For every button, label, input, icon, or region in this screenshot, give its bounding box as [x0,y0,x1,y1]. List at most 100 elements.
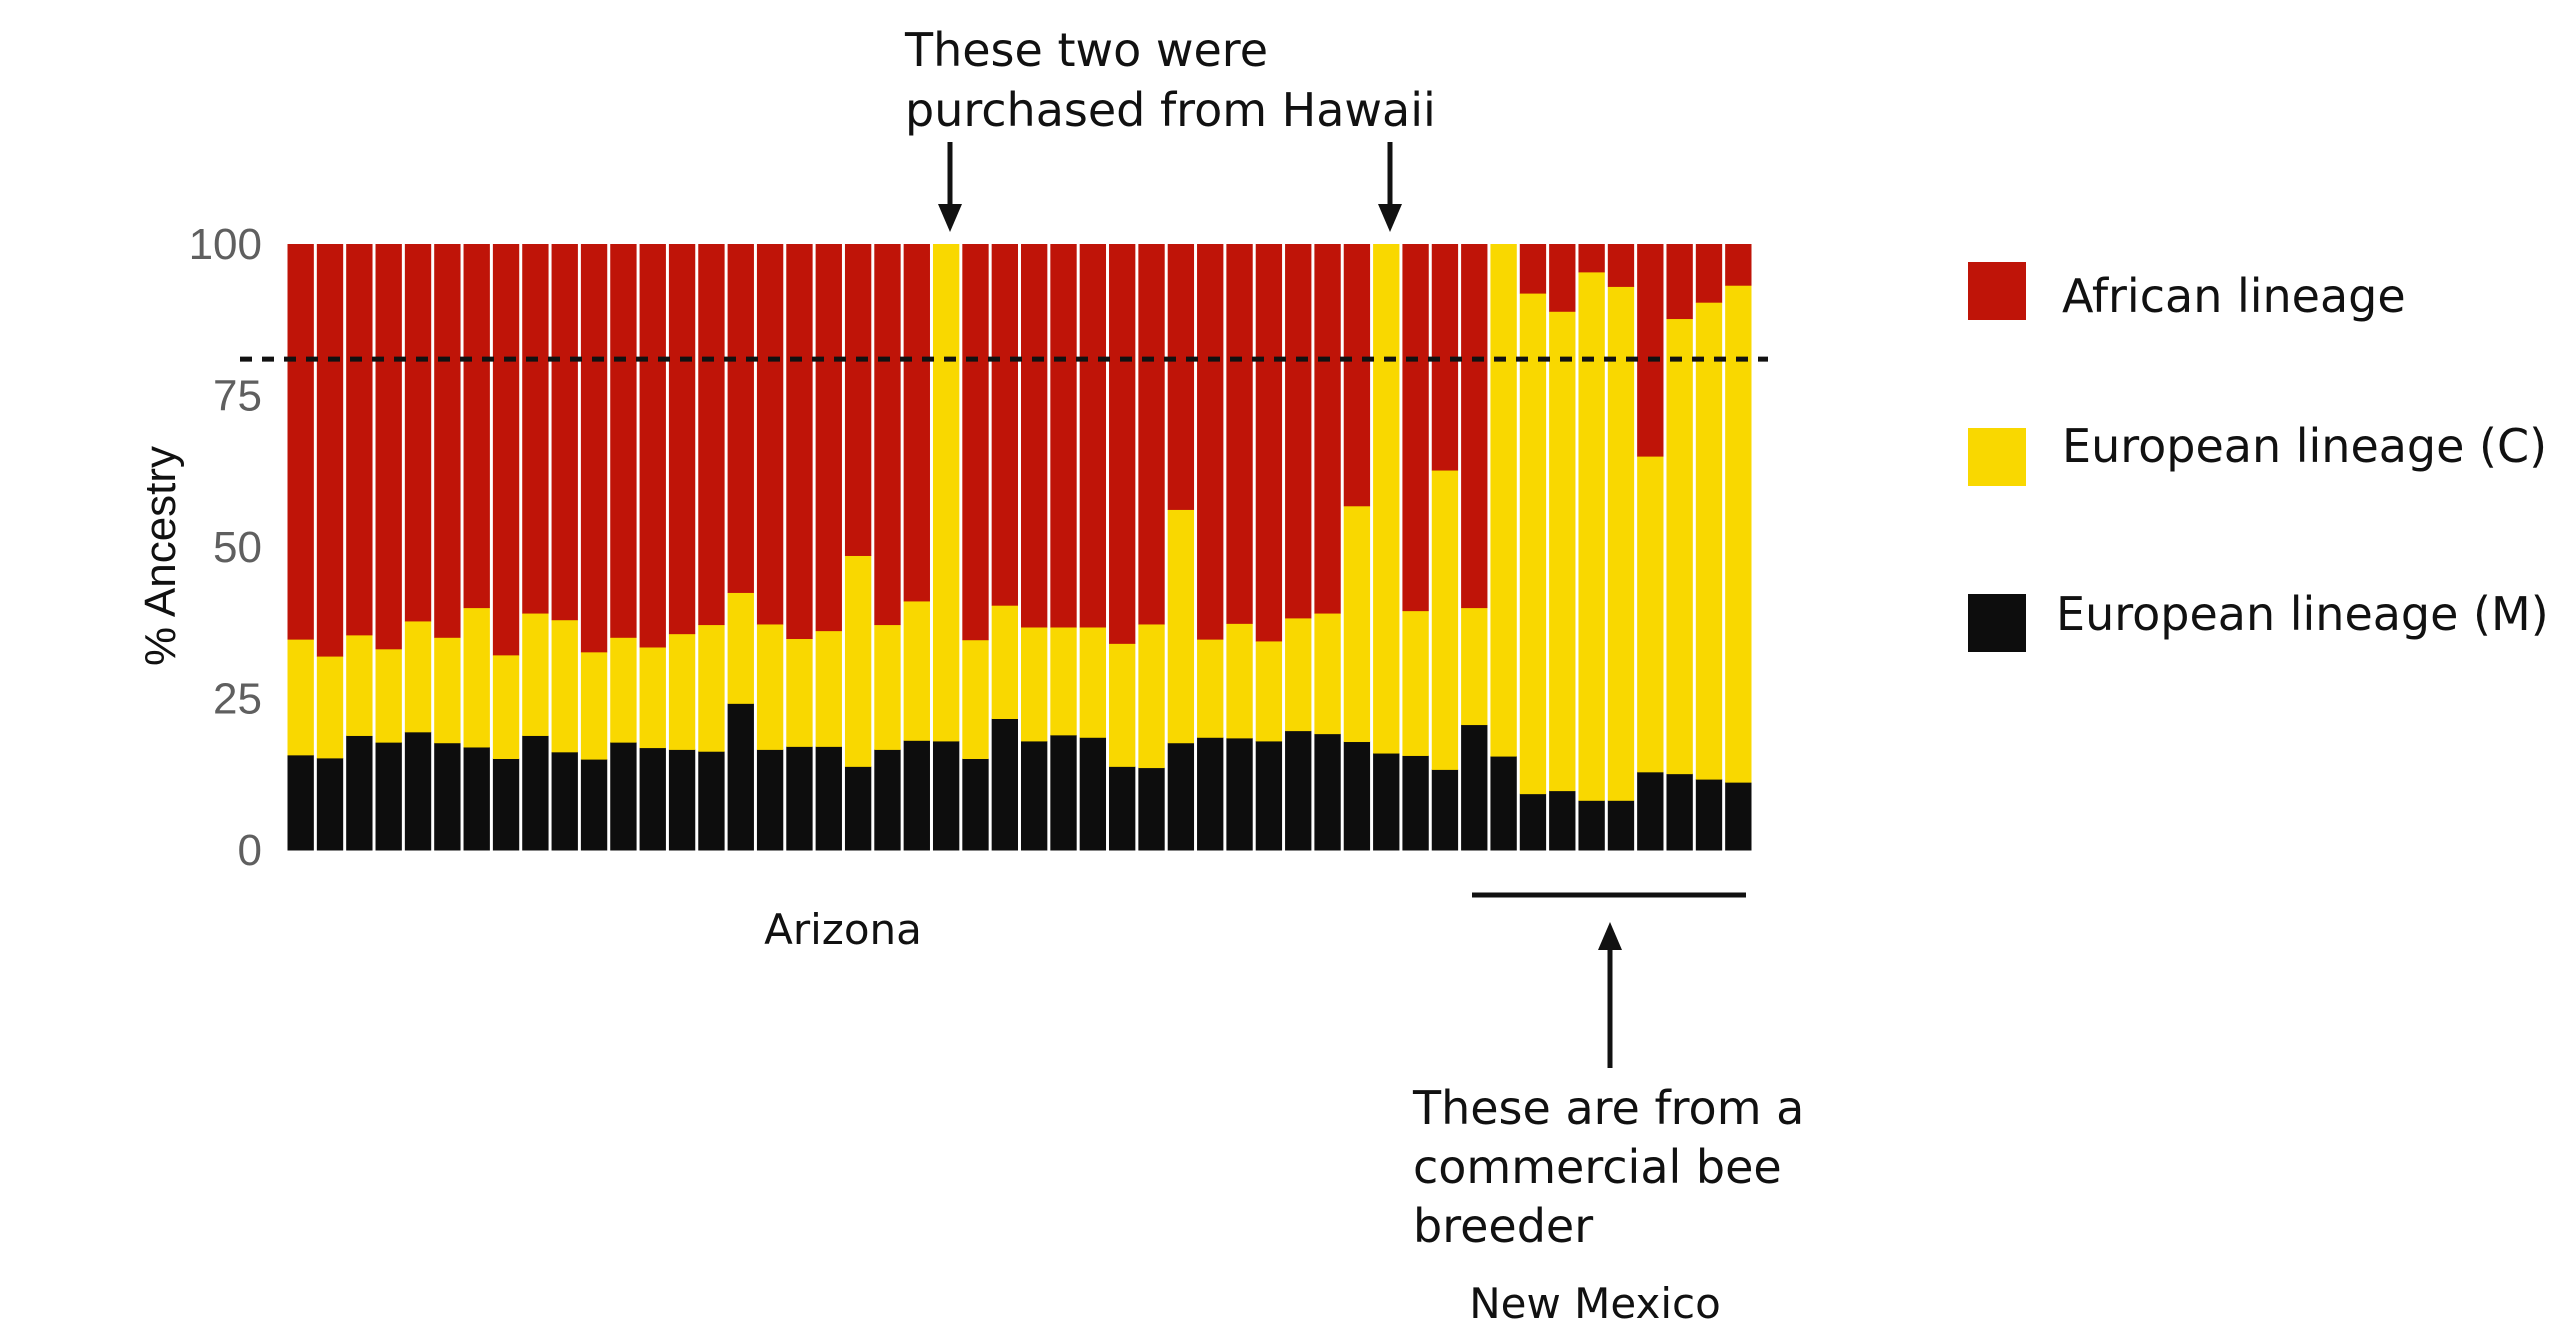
y-tick-label-100: 100 [189,220,262,269]
bar-3-european-m [346,735,373,851]
bar-11-african [580,244,608,653]
bar-22-european-m [903,740,930,851]
bar-6-european-c [434,637,461,744]
bar-16-european-c [727,592,754,704]
legend-swatch-european-m [1968,594,2026,652]
bar-2-african [316,244,344,657]
bar-29-african [1109,244,1136,644]
bar-17-african [756,244,784,625]
breeder-arrow [1598,922,1622,1068]
bar-33-african [1226,244,1253,624]
bar-33-european-c [1226,623,1253,739]
bar-27-european-m [1050,734,1077,851]
bar-5-european-m [404,731,432,851]
legend-swatch-african [1968,262,2026,320]
bar-50-european-m [1725,782,1752,851]
bar-36-european-c [1314,613,1341,735]
bar-18-african [786,244,813,640]
bar-43-african [1519,244,1547,294]
bar-41-european-c [1461,607,1488,726]
bar-21-european-m [874,749,901,851]
bar-24-african [962,244,989,641]
bar-6-european-m [434,742,461,851]
bar-44-european-c [1549,311,1576,792]
bar-10-european-c [551,619,578,753]
bar-43-european-c [1519,293,1547,795]
bar-22-african [903,244,930,602]
bar-21-european-c [874,624,901,750]
bar-8-european-c [492,654,520,759]
bar-8-european-m [492,758,520,851]
bar-32-european-m [1197,737,1224,851]
y-tick-label-50: 50 [213,523,262,572]
bar-35-african [1285,244,1312,619]
legend-label-european-m: European lineage (M) [2056,587,2549,641]
bar-26-european-m [1021,740,1048,851]
bar-26-african [1021,244,1048,628]
bar-30-european-m [1138,767,1165,851]
bar-9-european-c [522,613,549,736]
bar-44-african [1549,244,1576,312]
bar-16-european-m [727,703,754,851]
bar-14-european-m [668,749,696,851]
bar-12-european-m [610,742,637,851]
bar-19-european-c [815,630,842,747]
bar-11-european-m [580,759,608,851]
bar-39-european-m [1402,755,1429,851]
bar-46-european-m [1607,800,1635,851]
bar-7-european-c [463,607,490,748]
bar-34-african [1255,244,1283,642]
bar-24-european-c [962,639,989,759]
bar-39-african [1402,244,1429,612]
bar-14-african [668,244,696,635]
bar-1-african [287,244,314,640]
bar-44-european-m [1549,790,1576,851]
bar-2-european-m [316,757,344,851]
bar-3-african [346,244,373,636]
bar-48-european-m [1666,773,1693,851]
bar-15-african [698,244,725,626]
bar-34-european-m [1255,740,1283,851]
y-axis-ticks: 0 25 50 75 100 [189,220,262,875]
bar-50-african [1725,244,1752,286]
bar-19-african [815,244,842,632]
bar-31-african [1167,244,1195,510]
group-label-new-mexico: New Mexico [1469,1279,1721,1328]
bar-16-african [727,244,754,593]
bar-9-european-m [522,735,549,851]
bar-37-european-m [1343,741,1371,851]
bar-11-european-c [580,651,608,760]
bar-23-european-c [932,244,960,742]
bar-30-african [1138,244,1165,625]
bar-17-european-m [756,749,784,851]
bar-36-european-m [1314,733,1341,851]
bar-46-european-c [1607,286,1635,801]
bar-27-african [1050,244,1077,628]
bar-37-african [1343,244,1371,507]
bar-39-european-c [1402,610,1429,756]
bar-35-european-c [1285,617,1312,732]
legend: African lineage European lineage (C) Eur… [1968,262,2549,652]
bar-20-european-c [844,555,872,767]
bar-20-african [844,244,872,556]
bar-45-european-m [1578,800,1605,851]
bar-28-european-m [1079,737,1107,851]
bar-48-european-c [1666,318,1693,775]
bar-47-african [1637,244,1664,457]
bar-7-african [463,244,490,609]
bar-24-european-m [962,758,989,851]
y-axis-title: % Ancestry [136,446,185,666]
bar-5-african [404,244,432,622]
bar-19-european-m [815,746,842,851]
bar-30-european-c [1138,623,1165,769]
bar-17-european-c [756,623,784,750]
bar-48-african [1666,244,1693,320]
bar-10-european-m [551,751,578,851]
bar-13-african [639,244,666,648]
bar-1-european-m [287,754,314,851]
y-tick-label-0: 0 [238,826,262,875]
bar-4-european-m [375,742,402,851]
legend-label-african: African lineage [2062,269,2406,323]
bar-18-european-m [786,746,813,851]
